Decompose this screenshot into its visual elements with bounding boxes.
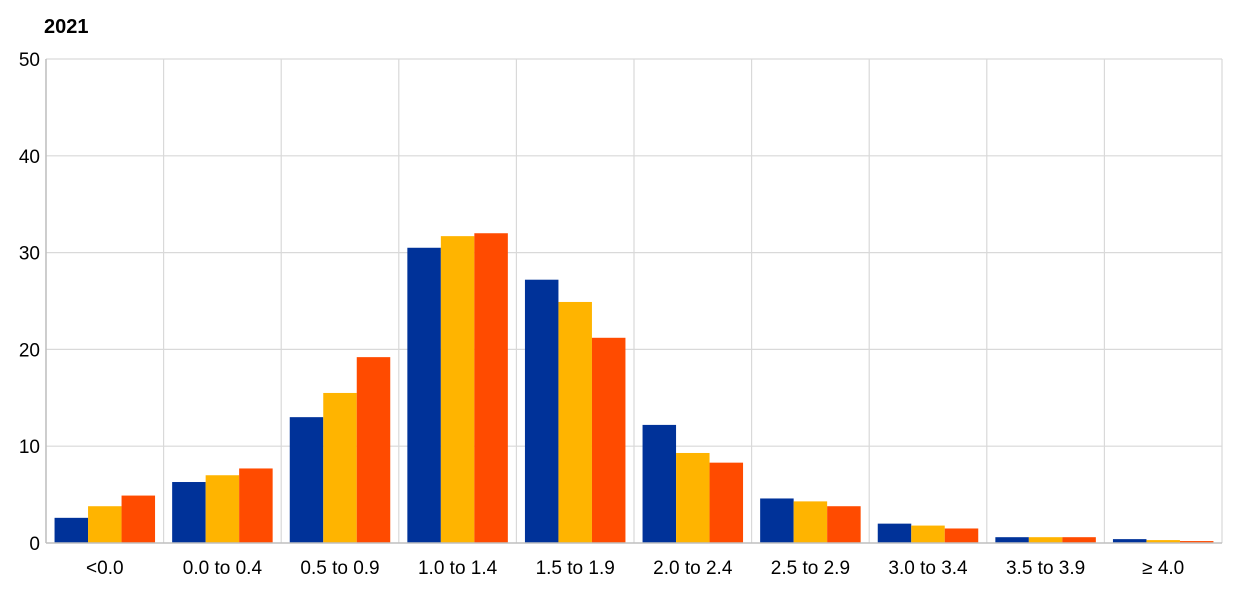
bar xyxy=(709,462,744,543)
y-tick-label: 10 xyxy=(19,437,40,458)
y-tick-labels: 0 10 20 30 40 50 xyxy=(19,50,40,555)
bar xyxy=(121,495,156,543)
y-tick-label: 30 xyxy=(19,244,40,265)
bars xyxy=(54,233,1214,544)
bar xyxy=(524,279,559,543)
x-tick-label: 1.5 to 1.9 xyxy=(536,558,615,579)
y-tick-label: 50 xyxy=(19,50,40,71)
bar xyxy=(289,417,324,543)
y-tick-label: 40 xyxy=(19,147,40,168)
y-tick-label: 20 xyxy=(19,340,40,361)
bar xyxy=(1112,539,1147,543)
bar xyxy=(54,517,89,543)
bar xyxy=(88,506,122,543)
bar xyxy=(1028,537,1063,543)
x-tick-labels: <0.0 0.0 to 0.4 0.5 to 0.9 1.0 to 1.4 1.5 to… xyxy=(86,558,1184,579)
bar xyxy=(205,475,240,543)
x-tick-label: ≥ 4.0 xyxy=(1142,558,1184,579)
bar xyxy=(827,506,861,543)
bar xyxy=(1146,540,1180,543)
y-tick-label: 0 xyxy=(29,534,40,555)
axes xyxy=(45,59,1222,544)
bar xyxy=(323,392,357,543)
bar xyxy=(995,537,1029,543)
bar xyxy=(591,337,626,543)
bar xyxy=(676,452,710,543)
x-tick-label: 1.0 to 1.4 xyxy=(418,558,498,579)
x-tick-label: <0.0 xyxy=(86,558,124,579)
bar xyxy=(407,247,441,543)
x-tick-label: 3.5 to 3.9 xyxy=(1006,558,1085,579)
bar xyxy=(474,233,508,544)
bar xyxy=(911,525,945,543)
x-tick-label: 0.5 to 0.9 xyxy=(300,558,379,579)
bar xyxy=(172,482,206,543)
chart-title: 2021 xyxy=(44,16,89,38)
bar xyxy=(642,424,677,543)
x-tick-label: 2.0 to 2.4 xyxy=(653,558,733,579)
bar xyxy=(877,523,912,543)
bar xyxy=(793,501,828,543)
x-tick-label: 0.0 to 0.4 xyxy=(183,558,263,579)
bar xyxy=(1179,541,1214,543)
bar xyxy=(760,498,794,543)
x-tick-label: 3.0 to 3.4 xyxy=(888,558,968,579)
bar xyxy=(558,301,592,543)
grid-lines xyxy=(45,58,1223,543)
bar xyxy=(356,357,391,543)
bar xyxy=(239,468,273,543)
bar xyxy=(1062,537,1096,543)
bar xyxy=(440,236,475,544)
x-tick-label: 2.5 to 2.9 xyxy=(771,558,850,579)
bar xyxy=(944,528,979,543)
